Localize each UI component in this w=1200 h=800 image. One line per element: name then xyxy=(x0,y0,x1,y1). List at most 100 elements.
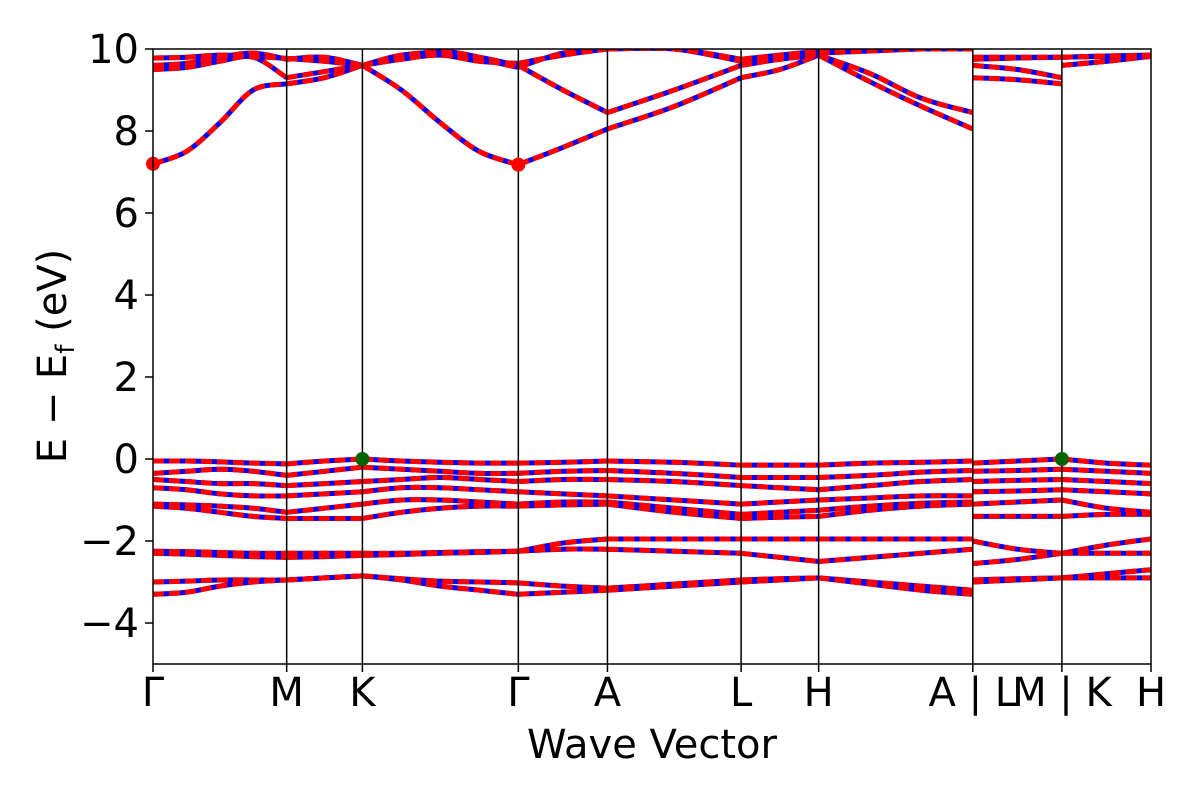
band-line-spin-up xyxy=(286,501,363,515)
band-line-spin-up xyxy=(153,458,287,467)
band-line-spin-up xyxy=(818,458,973,468)
band-line-spin-up xyxy=(153,52,287,61)
band-line-spin-up xyxy=(607,49,742,62)
band-line-spin-up xyxy=(362,497,519,507)
band-line-spin-down xyxy=(972,538,1063,556)
band-line-spin-up xyxy=(518,501,608,509)
band-line-spin-down xyxy=(972,497,1063,507)
band-line-spin-up xyxy=(818,501,973,519)
band-line-spin-up xyxy=(362,484,519,495)
band-line-spin-up xyxy=(1061,466,1151,476)
y-tick-label: −4 xyxy=(80,601,139,647)
band-line-spin-up xyxy=(153,53,289,80)
band-line-spin-up xyxy=(518,458,608,466)
band-line-spin-down xyxy=(972,466,1062,474)
y-tick-label: 4 xyxy=(114,273,139,319)
band-line-spin-down xyxy=(153,81,288,167)
x-tick-label: H xyxy=(804,670,834,716)
band-line-spin-up xyxy=(740,550,819,564)
band-line-spin-down xyxy=(518,546,608,554)
band-line-spin-up xyxy=(286,456,363,467)
band-line-spin-down xyxy=(518,580,608,591)
band-line-spin-up xyxy=(286,573,363,583)
y-axis-label-main: E − E xyxy=(30,354,76,464)
band-line-spin-up xyxy=(740,49,819,62)
band-line-spin-up xyxy=(606,63,742,115)
band-line-spin-up xyxy=(518,467,608,476)
band-line-spin-down xyxy=(972,550,1063,567)
band-line-spin-up xyxy=(518,546,608,554)
vbm-marker xyxy=(1054,452,1069,466)
band-line-spin-up xyxy=(972,466,1062,474)
band-line-spin-up xyxy=(517,126,609,167)
x-tick-label: M | K xyxy=(1012,670,1113,716)
band-line-spin-up xyxy=(818,467,973,480)
band-line-spin-up xyxy=(1061,487,1151,497)
band-line-spin-up xyxy=(607,477,742,489)
x-tick-label: L xyxy=(730,670,753,716)
cbm-marker xyxy=(511,157,526,172)
band-line-spin-up xyxy=(1061,477,1151,487)
band-line-spin-up xyxy=(361,63,520,168)
band-line-spin-up xyxy=(607,493,742,507)
band-line-spin-up xyxy=(741,575,819,583)
band-line-spin-up xyxy=(972,75,1063,87)
band-line-spin-up xyxy=(1061,456,1151,468)
band-line-spin-up xyxy=(518,476,608,485)
band-line-spin-up xyxy=(1061,53,1151,68)
band-line-spin-up xyxy=(286,55,363,68)
band-line-spin-up xyxy=(1061,52,1151,60)
band-line-spin-down xyxy=(972,487,1062,495)
band-line-spin-up xyxy=(518,489,608,499)
band-line-spin-up xyxy=(817,52,974,132)
band-line-spin-down xyxy=(518,467,608,476)
band-line-spin-up xyxy=(517,49,608,66)
y-tick-label: 6 xyxy=(114,191,139,237)
band-line-spin-up xyxy=(607,458,742,468)
y-tick-label: 10 xyxy=(88,27,139,73)
band-line-spin-up xyxy=(362,464,519,476)
y-axis-label: E − Ef (eV) xyxy=(30,249,81,464)
band-line-spin-down xyxy=(518,476,608,485)
x-tick-label: Γ xyxy=(507,670,530,716)
band-line-spin-up xyxy=(362,474,519,485)
band-line-spin-down xyxy=(1061,511,1151,519)
band-line-spin-up xyxy=(153,477,287,489)
band-line-spin-down xyxy=(1061,477,1151,487)
band-line-spin-up xyxy=(362,503,519,521)
band-line-spin-up xyxy=(362,456,519,466)
y-tick-label: 8 xyxy=(114,109,139,155)
plot-frame xyxy=(152,48,1152,665)
x-axis-label: Wave Vector xyxy=(527,722,778,768)
band-line-spin-up xyxy=(362,52,519,68)
y-tick-label: 2 xyxy=(114,355,139,401)
x-tick-label: Γ xyxy=(142,670,165,716)
band-line-spin-down xyxy=(518,501,608,509)
band-line-spin-up xyxy=(153,550,287,560)
band-line-spin-up xyxy=(607,577,742,591)
y-axis-ticks: −4 −2 0 2 4 6 8 10 xyxy=(80,27,153,647)
band-line-spin-up xyxy=(972,456,1063,466)
y-tick-label: 0 xyxy=(114,437,139,483)
x-tick-label: K xyxy=(349,670,377,716)
band-line-spin-up xyxy=(1061,497,1151,515)
vbm-marker xyxy=(355,452,370,466)
band-line-spin-up xyxy=(740,483,819,493)
band-line-spin-down xyxy=(1061,456,1151,468)
band-line-spin-down xyxy=(1061,466,1151,476)
band-line-spin-up xyxy=(972,575,1063,585)
band-line-spin-up xyxy=(153,503,287,521)
x-tick-label: H xyxy=(1136,670,1166,716)
band-line-spin-up xyxy=(972,497,1063,507)
band-line-spin-up xyxy=(518,587,608,597)
bands-layer xyxy=(153,49,1151,597)
band-line-spin-up xyxy=(153,577,287,597)
y-axis-label-unit: (eV) xyxy=(30,249,76,345)
band-line-spin-down xyxy=(1061,497,1151,515)
band-line-spin-up xyxy=(817,52,974,115)
band-line-spin-down xyxy=(972,456,1063,466)
band-line-spin-down xyxy=(1061,487,1151,497)
band-line-spin-up xyxy=(153,501,287,515)
extrema-markers xyxy=(146,156,1069,466)
